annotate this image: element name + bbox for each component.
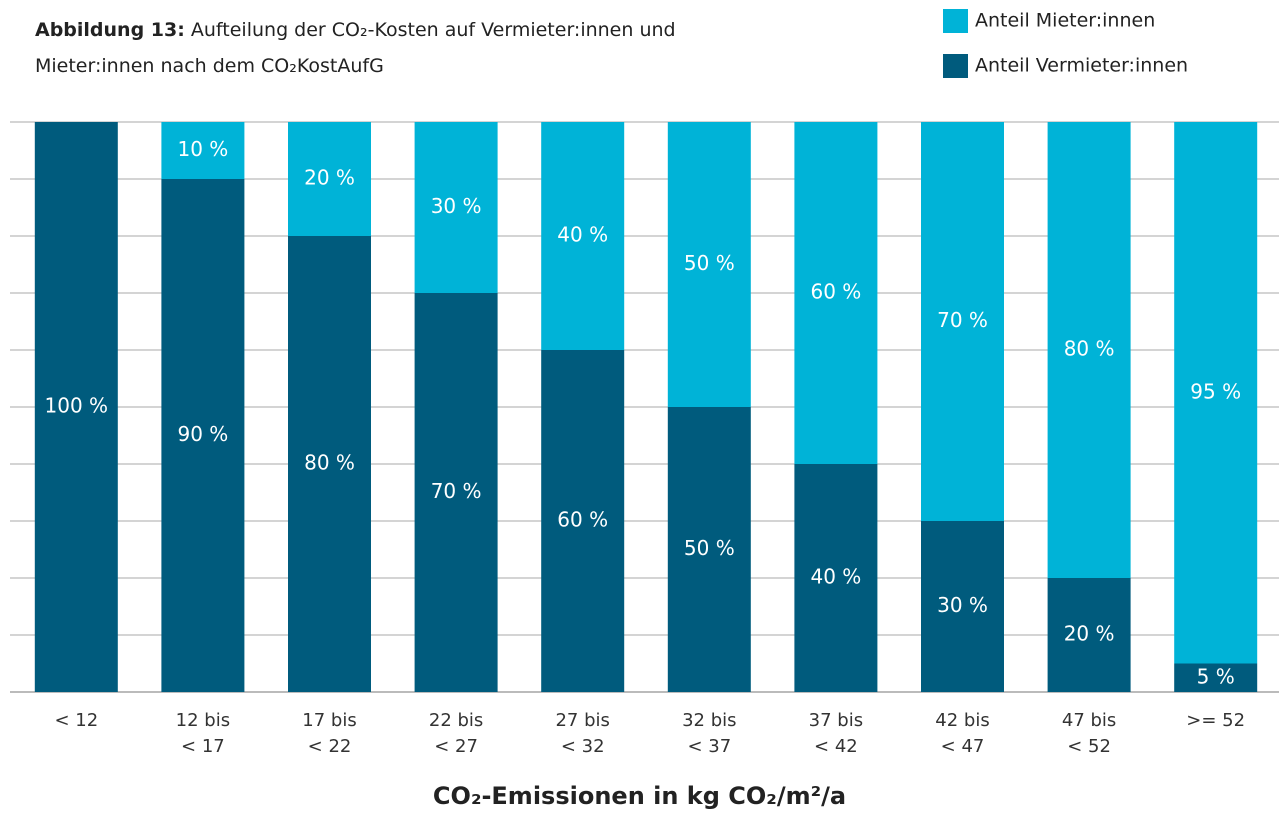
x-axis-title: CO₂-Emissionen in kg CO₂/m²/a bbox=[432, 782, 847, 810]
bar-segment bbox=[1047, 122, 1131, 578]
bar-segment bbox=[1174, 122, 1258, 664]
bar-segment bbox=[288, 122, 371, 236]
chart-title: Abbildung 13: Aufteilung der CO₂-Kosten … bbox=[35, 12, 755, 84]
bar-segment bbox=[921, 521, 1004, 692]
bar-segment bbox=[1174, 663, 1258, 692]
value-label: 80 % bbox=[1064, 337, 1115, 361]
value-label: 10 % bbox=[177, 137, 228, 161]
bar-segment bbox=[414, 122, 498, 293]
bar-segment bbox=[541, 122, 625, 350]
x-tick-label: 47 bis < 52 bbox=[1061, 710, 1117, 757]
bar-segment bbox=[161, 179, 245, 692]
x-tick-label: 42 bis < 47 bbox=[935, 710, 990, 757]
value-label: 5 % bbox=[1197, 664, 1235, 688]
value-label: 40 % bbox=[557, 223, 608, 247]
bar-segment bbox=[667, 122, 751, 407]
x-tick-label: 32 bis < 37 bbox=[682, 710, 737, 757]
value-label: 50 % bbox=[684, 536, 735, 560]
legend-label: Anteil Mieter:innen bbox=[975, 10, 1155, 32]
value-label: 20 % bbox=[304, 166, 355, 190]
bar-segment bbox=[161, 122, 245, 179]
legend-label: Anteil Vermieter:innen bbox=[975, 55, 1188, 77]
value-label: 40 % bbox=[810, 565, 861, 589]
x-tick-label: >= 52 bbox=[1186, 710, 1246, 731]
x-tick-label: 12 bis < 17 bbox=[175, 710, 231, 757]
x-tick-label: 22 bis < 27 bbox=[428, 710, 484, 757]
bar-segment bbox=[288, 236, 371, 692]
bar-segment bbox=[794, 122, 878, 464]
bar-segment bbox=[921, 122, 1004, 521]
bar-segment bbox=[541, 350, 625, 692]
value-label: 90 % bbox=[177, 422, 228, 446]
value-label: 50 % bbox=[684, 251, 735, 275]
value-label: 70 % bbox=[937, 308, 988, 332]
title-text: Aufteilung der CO₂-Kosten auf Vermieter:… bbox=[35, 19, 676, 77]
x-tick-label: 37 bis < 42 bbox=[808, 710, 864, 757]
bar-segment bbox=[414, 293, 498, 692]
bar-segment bbox=[34, 122, 118, 692]
legend-swatch bbox=[943, 9, 968, 33]
value-label: 60 % bbox=[810, 280, 861, 304]
value-label: 30 % bbox=[431, 194, 482, 218]
title-label: Abbildung 13: bbox=[35, 19, 185, 41]
bar-segment bbox=[667, 407, 751, 692]
legend-swatch bbox=[943, 54, 968, 78]
value-label: 60 % bbox=[557, 508, 608, 532]
x-tick-label: 17 bis < 22 bbox=[302, 710, 357, 757]
bar-segment bbox=[794, 464, 878, 692]
value-label: 30 % bbox=[937, 593, 988, 617]
x-tick-label: < 12 bbox=[54, 710, 99, 731]
value-label: 80 % bbox=[304, 451, 355, 475]
x-tick-label: 27 bis < 32 bbox=[555, 710, 610, 757]
value-label: 20 % bbox=[1064, 622, 1115, 646]
value-label: 70 % bbox=[431, 479, 482, 503]
bar-segment bbox=[1047, 578, 1131, 692]
value-label: 100 % bbox=[45, 394, 109, 418]
value-label: 95 % bbox=[1190, 379, 1241, 403]
